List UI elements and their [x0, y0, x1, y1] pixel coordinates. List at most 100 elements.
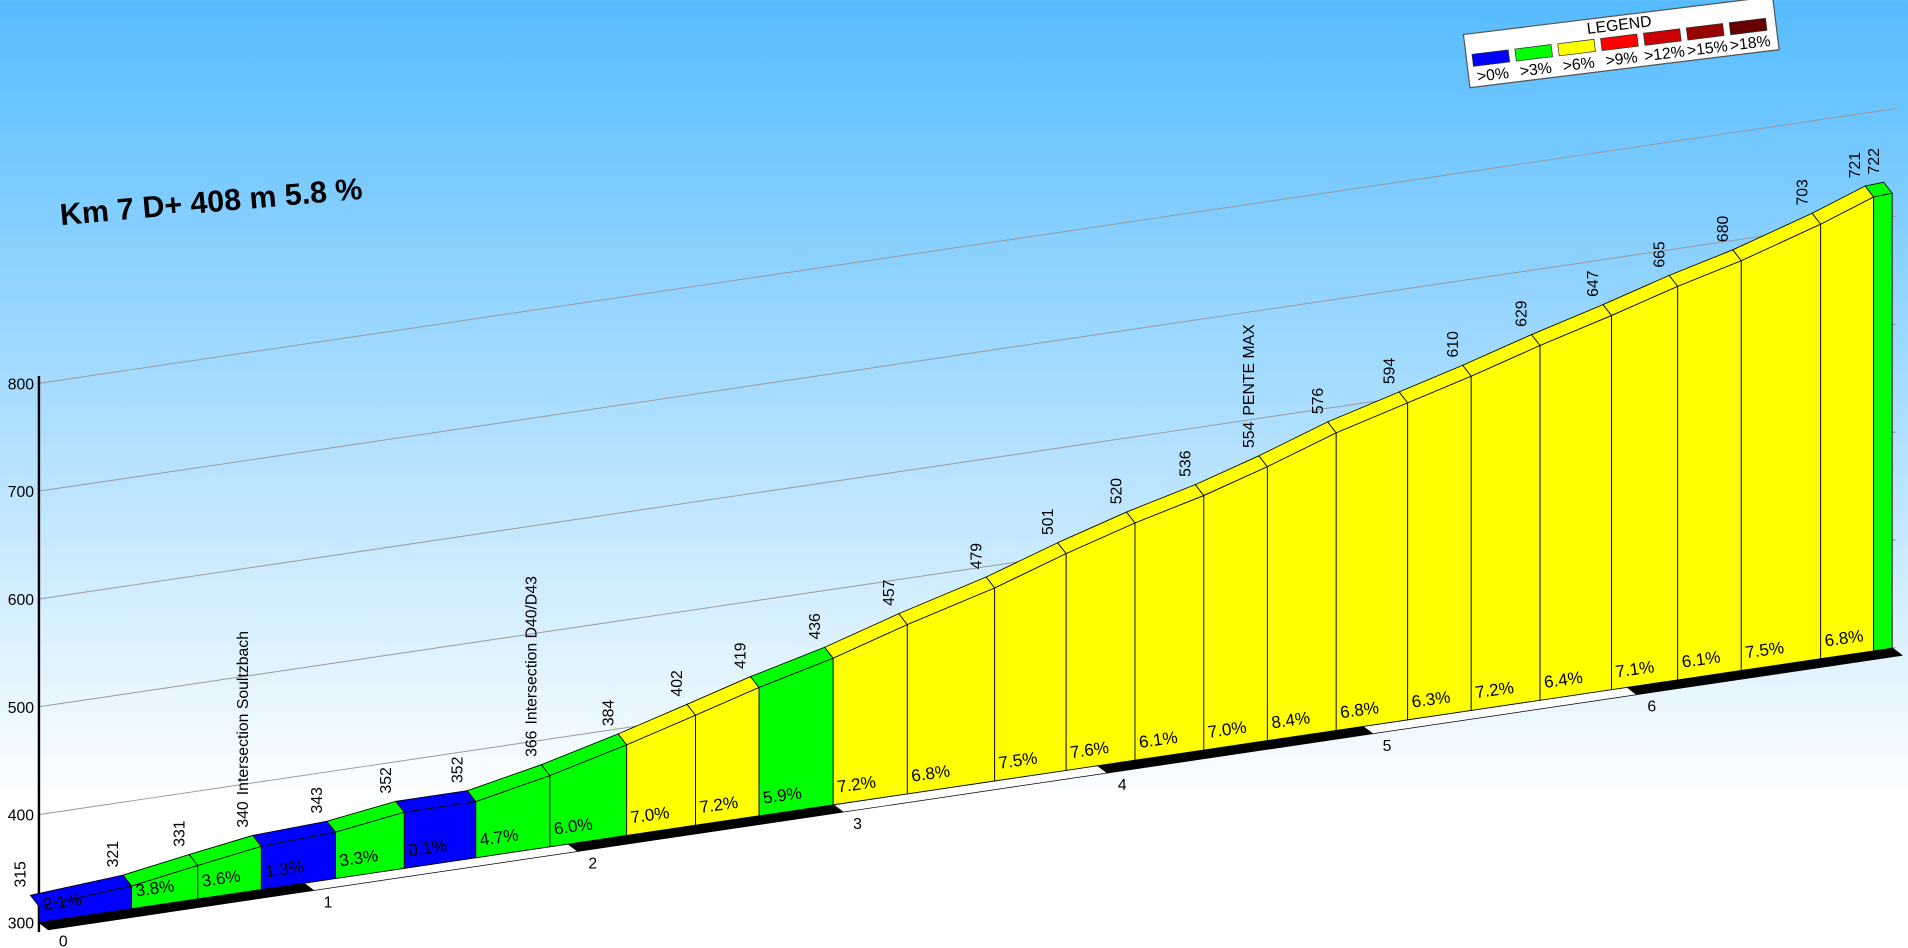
point-label: 520: [1109, 478, 1126, 505]
segment-face: [906, 587, 996, 795]
segment-face: [1873, 192, 1893, 652]
legend-swatch: [1685, 23, 1725, 41]
x-tick: [832, 804, 844, 813]
point-label: 352: [378, 767, 395, 793]
point-elevation: 722: [1866, 148, 1883, 174]
point-label: 402: [669, 670, 686, 696]
point-elevation: 680: [1715, 215, 1732, 242]
point-elevation: 340: [235, 801, 252, 828]
x-tick-label: 6: [1647, 699, 1656, 716]
point-elevation: 554: [1241, 421, 1258, 448]
legend-swatch: [1643, 28, 1682, 46]
point-elevation: 352: [378, 767, 395, 793]
point-elevation: 520: [1109, 478, 1126, 505]
point-elevation: 402: [669, 670, 686, 696]
point-label: 629: [1514, 300, 1531, 327]
point-label: 315: [13, 861, 30, 888]
x-tick: [1362, 726, 1373, 735]
point-elevation: 457: [881, 580, 898, 606]
segment-face: [1740, 223, 1822, 671]
segment-face: [1203, 466, 1268, 751]
point-elevation: 384: [600, 700, 617, 727]
segment-face: [1611, 285, 1679, 691]
segment-face: [1065, 522, 1136, 771]
point-label: 352: [449, 757, 466, 783]
point-label: 647: [1585, 270, 1602, 296]
point-label: 703: [1794, 179, 1811, 206]
point-elevation: 436: [807, 613, 824, 640]
point-elevation: 721: [1847, 152, 1864, 179]
point-label: 536: [1177, 450, 1194, 477]
point-label: 501: [1040, 508, 1057, 535]
point-label: 321: [105, 841, 122, 868]
point-label: 665: [1651, 241, 1668, 268]
point-label: 479: [968, 543, 985, 570]
point-elevation: 352: [449, 757, 466, 783]
x-tick: [568, 843, 579, 852]
point-name: PENTE MAX: [1241, 324, 1258, 416]
legend-label: >18%: [1729, 33, 1772, 55]
segment-face: [1820, 196, 1875, 660]
point-elevation: 665: [1651, 241, 1668, 268]
point-label: 457: [881, 580, 898, 606]
legend-swatch: [1557, 38, 1596, 57]
x-tick: [1891, 647, 1903, 656]
grid-line: [38, 215, 1896, 492]
legend-label: >15%: [1686, 38, 1729, 60]
point-name: Intersection Soultzbach: [235, 631, 252, 795]
point-label: 722: [1866, 148, 1883, 174]
point-elevation: 576: [1310, 388, 1327, 415]
x-tick: [1097, 765, 1109, 774]
point-label: 343: [309, 787, 326, 814]
legend-swatch: [1728, 17, 1768, 36]
grid-line: [38, 108, 1896, 384]
segment-face: [1134, 494, 1205, 761]
x-tick-label: 4: [1118, 777, 1127, 794]
x-tick-label: 1: [324, 895, 333, 912]
point-elevation: 703: [1794, 179, 1811, 206]
point-label: 419: [733, 642, 750, 669]
segment-face: [1266, 432, 1337, 742]
point-elevation: 331: [171, 820, 188, 847]
point-elevation: 647: [1585, 270, 1602, 296]
segment-face: [1677, 260, 1742, 681]
legend-swatch: [1471, 49, 1511, 67]
x-tick-label: 3: [853, 816, 862, 833]
point-elevation: 594: [1381, 358, 1398, 385]
y-tick-label: 500: [8, 700, 35, 717]
point-elevation: 315: [13, 861, 30, 888]
point-label: 721: [1847, 152, 1864, 179]
legend-swatch: [1514, 44, 1553, 62]
legend-label: >6%: [1562, 54, 1596, 75]
y-tick-label: 600: [8, 592, 35, 609]
segment-face: [1335, 402, 1409, 731]
y-tick-label: 300: [8, 915, 35, 932]
x-tick: [303, 882, 314, 892]
y-tick-label: 700: [8, 484, 35, 501]
point-elevation: 343: [309, 787, 326, 814]
point-elevation: 419: [733, 642, 750, 669]
x-tick-label: 2: [588, 855, 597, 872]
point-elevation: 501: [1040, 508, 1057, 535]
x-tick: [1627, 686, 1638, 696]
legend-swatch: [1600, 33, 1639, 51]
point-elevation: 610: [1445, 331, 1462, 358]
segment-face: [994, 552, 1067, 782]
point-label: 610: [1445, 331, 1462, 358]
y-tick-label: 800: [8, 376, 35, 393]
point-label: 594: [1381, 358, 1398, 385]
segment-face: [1539, 314, 1612, 701]
point-label: 436: [807, 613, 824, 640]
point-name: Intersection D40/D43: [524, 576, 541, 725]
point-label: 366 Intersection D40/D43: [524, 576, 541, 757]
y-tick-label: 400: [8, 808, 35, 825]
point-elevation: 479: [968, 543, 985, 570]
point-label: 331: [171, 820, 188, 847]
point-label: 384: [600, 700, 617, 727]
profile: [29, 181, 1893, 923]
point-elevation: 366: [524, 730, 541, 757]
ground: 01234567: [38, 647, 1903, 948]
legend-label: >3%: [1519, 60, 1553, 81]
x-tick-label: 5: [1383, 738, 1392, 755]
point-elevation: 536: [1177, 450, 1194, 477]
